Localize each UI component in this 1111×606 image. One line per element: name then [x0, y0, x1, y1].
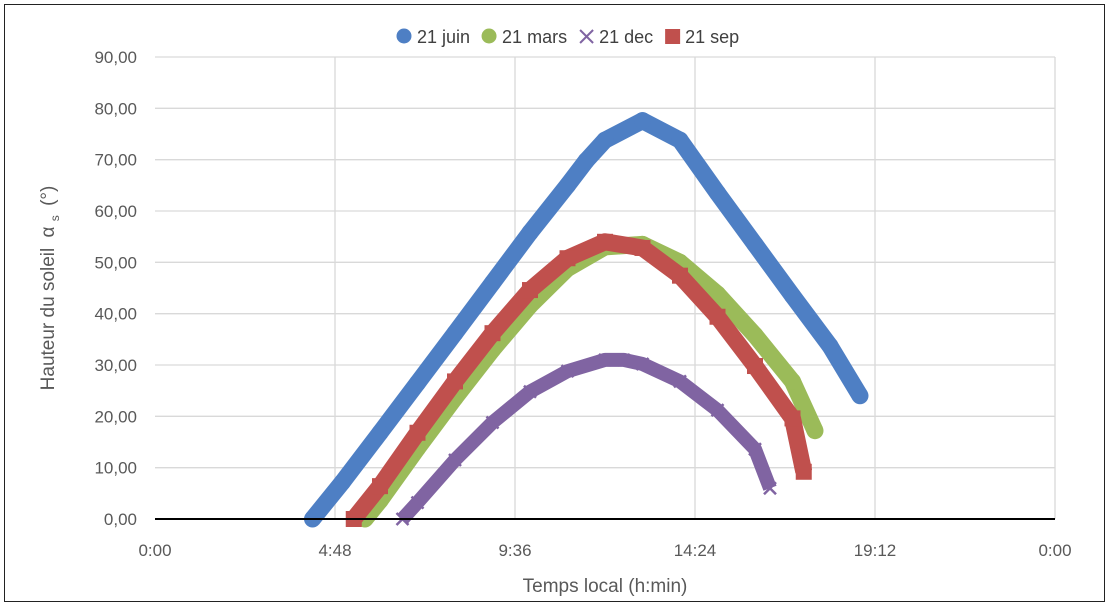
data-point [410, 495, 425, 510]
data-point [485, 415, 500, 430]
y-tick-label: 70,00 [94, 151, 137, 170]
data-point [522, 282, 538, 299]
legend-item: 21 mars [481, 27, 567, 47]
data-point [795, 463, 812, 480]
legend-label: 21 juin [417, 27, 470, 47]
data-point [634, 239, 651, 256]
data-point [334, 473, 351, 491]
x-tick-label: 4:48 [318, 541, 351, 560]
y-tick-label: 90,00 [94, 48, 137, 67]
data-point [560, 364, 575, 379]
y-tick-label: 30,00 [94, 356, 137, 375]
data-point [598, 352, 612, 367]
legend-item: 21 juin [396, 27, 470, 47]
x-tick-label: 19:12 [854, 541, 897, 560]
data-point [559, 176, 576, 194]
data-point [784, 372, 801, 390]
legend: 21 juin 21 mars 21 dec 21 sep [396, 27, 739, 47]
y-axis-title-text: Hauteur du soleil [38, 248, 59, 391]
data-point [559, 250, 576, 267]
legend-marker [579, 29, 594, 44]
data-point [484, 274, 501, 292]
data-point [763, 481, 777, 496]
x-axis-title: Temps local (h:min) [523, 576, 688, 597]
y-axis-title: Hauteur du soleil α s (°) [38, 186, 64, 391]
x-tick-label: 9:36 [498, 541, 531, 560]
legend-marker [396, 28, 412, 44]
y-tick-label: 80,00 [94, 99, 137, 118]
data-point [806, 422, 824, 440]
data-point [521, 224, 539, 242]
y-tick-label: 50,00 [94, 253, 137, 272]
data-point [409, 374, 426, 392]
x-tick-label: 0:00 [1038, 541, 1071, 560]
data-point [409, 424, 426, 441]
data-point [635, 357, 650, 371]
legend-label: 21 mars [502, 27, 567, 47]
data-point [597, 233, 613, 250]
series-21-juin [304, 112, 869, 528]
data-point [596, 131, 614, 149]
series-line [347, 233, 813, 525]
data-point [523, 384, 537, 399]
y-tick-label: 40,00 [94, 305, 137, 324]
data-point [447, 373, 463, 390]
data-point [446, 324, 464, 342]
data-point [448, 453, 462, 467]
y-tick-label: 0,00 [104, 510, 137, 529]
data-point [673, 374, 687, 389]
data-point [616, 352, 631, 367]
y-axis-title-unit: (°) [38, 186, 59, 206]
data-point [372, 478, 388, 495]
data-point [746, 326, 764, 344]
data-point [709, 285, 726, 303]
data-point [746, 235, 764, 253]
x-tick-label: 0:00 [138, 541, 171, 560]
x-tick-label: 14:24 [674, 541, 717, 560]
y-tick-label: 60,00 [94, 202, 137, 221]
data-point [634, 112, 651, 130]
y-tick-labels: 0,00 10,00 20,00 30,00 40,00 50,00 60,00 70,00 8… [94, 48, 137, 529]
series-layer [304, 112, 869, 528]
legend-marker [665, 29, 681, 44]
data-point [671, 131, 689, 149]
legend-marker [481, 28, 497, 44]
data-point [710, 403, 725, 418]
data-point [484, 325, 501, 342]
data-point [784, 410, 801, 427]
data-point [851, 387, 869, 405]
y-axis-title-subscript: s [48, 215, 62, 221]
chart-frame [4, 4, 1105, 602]
data-point [747, 358, 763, 375]
series-21-sep [345, 233, 813, 527]
x-tick-labels: 0:00 4:48 9:36 14:24 19:12 0:00 [138, 541, 1071, 560]
legend-item: 21 dec [579, 27, 653, 47]
y-tick-label: 20,00 [94, 407, 137, 426]
data-point [371, 424, 389, 442]
legend-label: 21 dec [599, 27, 653, 47]
data-point [709, 184, 726, 202]
data-point [821, 337, 839, 355]
data-point [672, 267, 688, 284]
data-point [709, 308, 726, 325]
gridlines [155, 56, 1056, 519]
data-point [577, 152, 595, 170]
legend-item: 21 sep [665, 27, 739, 47]
data-point [748, 442, 762, 457]
data-point [784, 287, 801, 305]
legend-label: 21 sep [685, 27, 739, 47]
y-axis-title-symbol: α [38, 226, 59, 237]
y-tick-label: 10,00 [94, 459, 137, 478]
